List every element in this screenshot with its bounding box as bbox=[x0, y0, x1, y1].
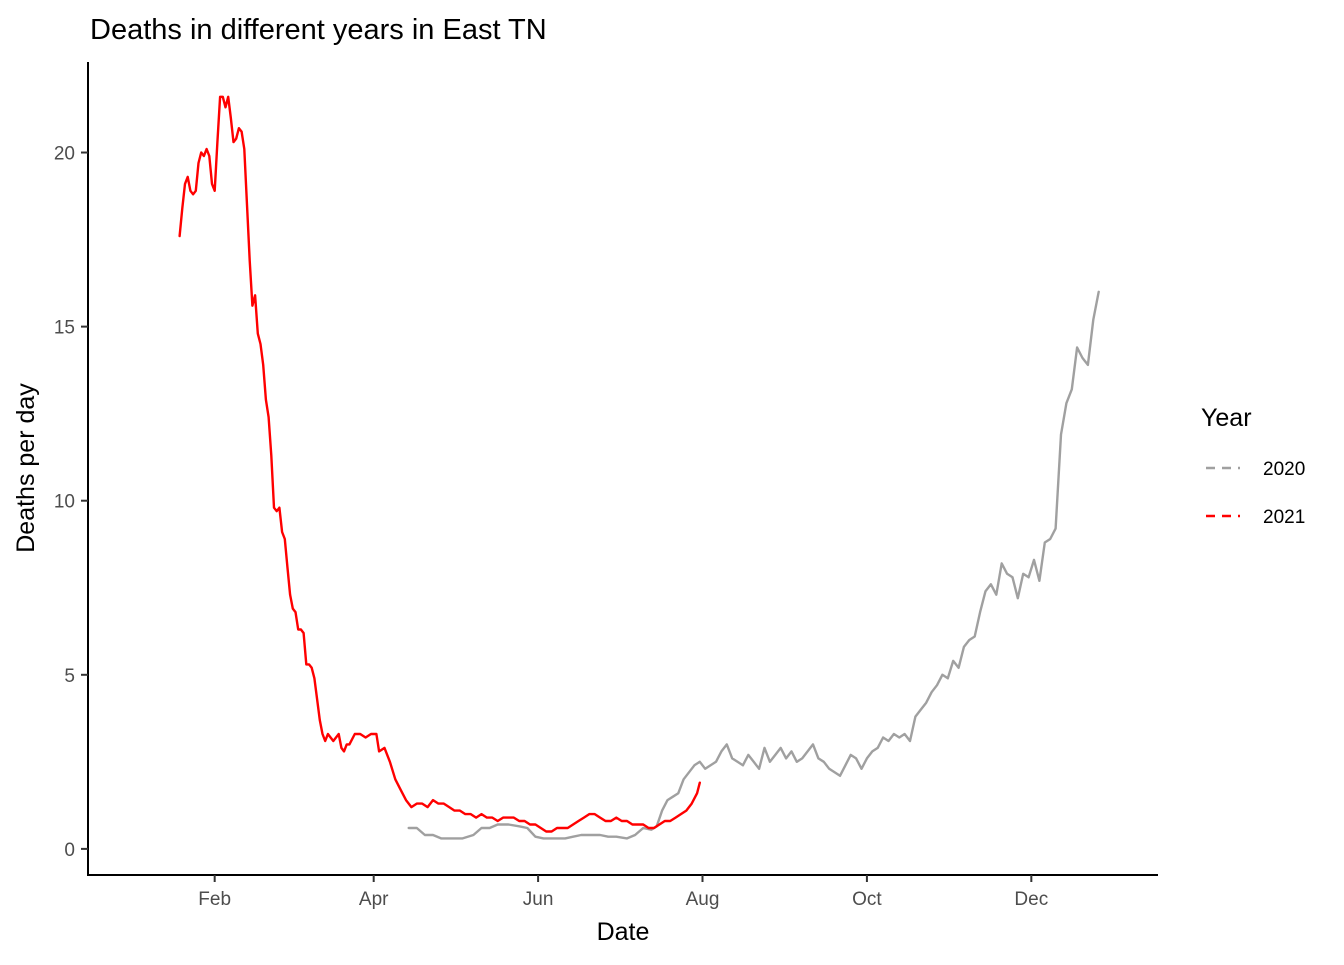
x-tick-label-apr: Apr bbox=[359, 889, 389, 910]
x-axis-title: Date bbox=[597, 918, 650, 946]
plot-area bbox=[178, 95, 1100, 840]
x-tick-label-feb: Feb bbox=[198, 889, 231, 910]
series-line-2020 bbox=[407, 290, 1100, 840]
y-tick-label-10: 10 bbox=[54, 492, 75, 513]
chart-title: Deaths in different years in East TN bbox=[90, 14, 547, 46]
y-tick-label-0: 0 bbox=[64, 840, 75, 861]
y-tick-label-20: 20 bbox=[54, 144, 75, 165]
y-axis: 0 5 10 15 20 bbox=[54, 144, 88, 861]
series-line-2021 bbox=[178, 95, 701, 833]
legend: Year 2020 2021 bbox=[1201, 404, 1305, 528]
x-tick-label-oct: Oct bbox=[852, 889, 882, 910]
x-tick-label-dec: Dec bbox=[1014, 889, 1048, 910]
legend-label-2021: 2021 bbox=[1263, 507, 1305, 528]
y-tick-label-15: 15 bbox=[54, 318, 75, 339]
x-tick-label-aug: Aug bbox=[686, 889, 720, 910]
legend-title: Year bbox=[1201, 404, 1252, 432]
legend-label-2020: 2020 bbox=[1263, 459, 1305, 480]
x-tick-label-jun: Jun bbox=[523, 889, 554, 910]
y-axis-title: Deaths per day bbox=[12, 383, 40, 553]
y-tick-label-5: 5 bbox=[64, 666, 75, 687]
x-axis: Feb Apr Jun Aug Oct Dec bbox=[198, 875, 1048, 910]
